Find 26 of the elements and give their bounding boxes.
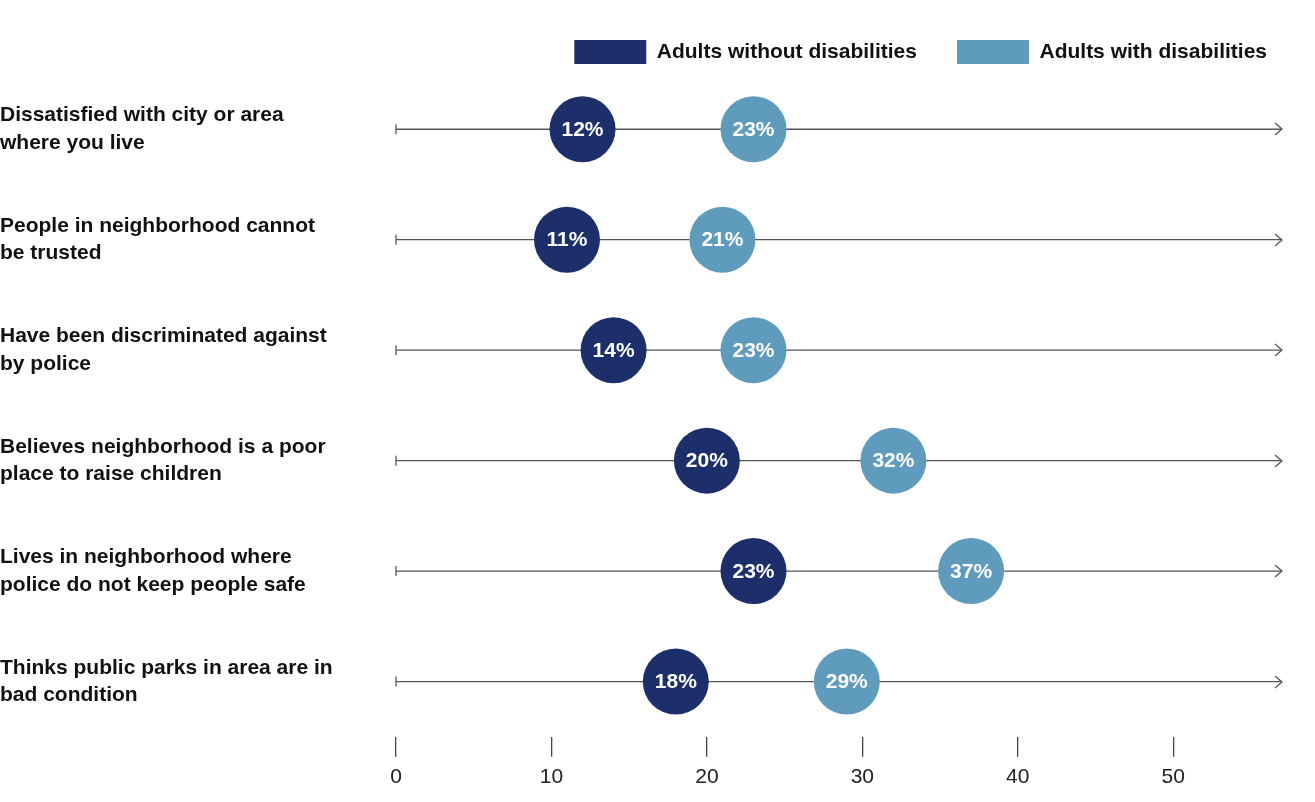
x-tick-label: 50 (1161, 764, 1185, 788)
data-label: 23% (732, 117, 775, 141)
data-label: 23% (732, 558, 775, 582)
x-tick-label: 0 (390, 764, 402, 788)
legend-label: Adults without disabilities (656, 38, 917, 62)
y-tick-label: Lives in neighborhood where police do not keep people safe (0, 544, 306, 595)
y-tick-label: Believes neighborhood is a poor place to raise children (0, 433, 326, 485)
data-label: 18% (654, 669, 698, 693)
y-tick-label: People in neighborhood cannot be trusted (0, 212, 315, 264)
data-label: 29% (825, 669, 869, 693)
x-tick-label: 20 (695, 764, 719, 788)
data-label: 37% (950, 558, 993, 582)
y-tick-label: Dissatisfied with city or area where you live (0, 102, 284, 153)
legend-label: Adults with disabilities (1039, 38, 1268, 62)
data-label: 14% (592, 337, 635, 361)
x-tick-label: 30 (850, 764, 874, 788)
data-label: 21% (701, 227, 744, 251)
y-tick-label: Have been discriminated against by police (0, 323, 327, 374)
x-tick-label: 40 (1006, 764, 1030, 788)
data-label: 11% (546, 227, 588, 251)
data-label: 20% (685, 448, 729, 472)
data-label: 23% (732, 337, 775, 361)
x-tick-label: 10 (539, 764, 564, 788)
data-label: 32% (872, 448, 915, 472)
y-tick-label: Thinks public parks in area are in bad condition (0, 654, 333, 706)
data-label: 12% (561, 117, 604, 141)
